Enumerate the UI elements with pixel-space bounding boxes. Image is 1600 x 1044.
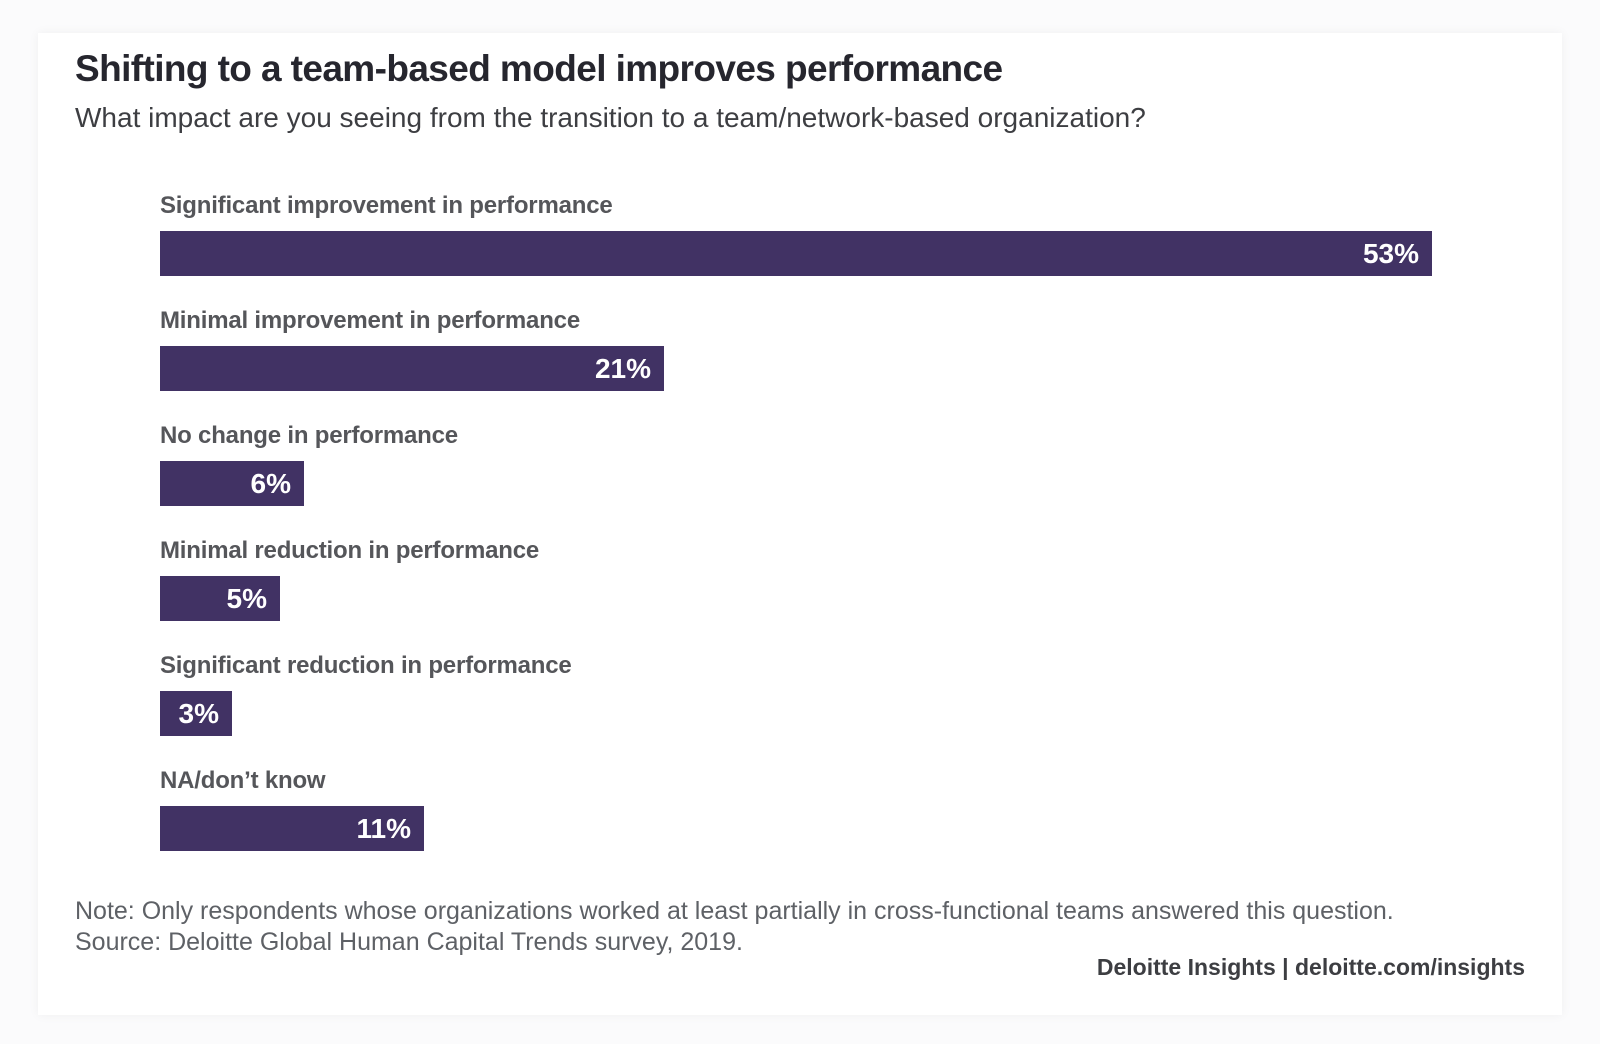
branding-text: Deloitte Insights | deloitte.com/insight… bbox=[1096, 954, 1525, 980]
chart-title: Shifting to a team-based model improves … bbox=[75, 48, 1003, 89]
bar: 5% bbox=[160, 576, 280, 621]
bar: 3% bbox=[160, 691, 232, 736]
bar-category-label: NA/don’t know bbox=[160, 767, 326, 794]
chart-subtitle: What impact are you seeing from the tran… bbox=[75, 102, 1146, 133]
note-text: Note: Only respondents whose organizatio… bbox=[75, 897, 1394, 925]
source-text: Source: Deloitte Global Human Capital Tr… bbox=[75, 928, 743, 956]
bar: 6% bbox=[160, 461, 304, 506]
bar-value-label: 53% bbox=[1362, 237, 1419, 269]
bar: 53% bbox=[160, 231, 1432, 276]
bar-value-label: 11% bbox=[356, 812, 412, 844]
bar-row: Significant reduction in performance 3% bbox=[160, 652, 1550, 736]
bar-chart: Significant improvement in performance 5… bbox=[160, 192, 1550, 882]
bar-category-label: Significant reduction in performance bbox=[160, 652, 572, 679]
bar-value-label: 6% bbox=[250, 467, 291, 499]
bar-row: Significant improvement in performance 5… bbox=[160, 192, 1550, 276]
bar-category-label: No change in performance bbox=[160, 422, 458, 449]
bar-row: Minimal reduction in performance 5% bbox=[160, 537, 1550, 621]
bar-row: Minimal improvement in performance 21% bbox=[160, 307, 1550, 391]
bar-category-label: Minimal reduction in performance bbox=[160, 537, 539, 564]
bar-category-label: Significant improvement in performance bbox=[160, 192, 613, 219]
bar-value-label: 3% bbox=[178, 697, 219, 729]
bar: 21% bbox=[160, 346, 664, 391]
bar: 11% bbox=[160, 806, 424, 851]
bar-row: NA/don’t know 11% bbox=[160, 767, 1550, 851]
bar-value-label: 21% bbox=[594, 352, 651, 384]
bar-value-label: 5% bbox=[226, 582, 267, 614]
bar-category-label: Minimal improvement in performance bbox=[160, 307, 580, 334]
bar-row: No change in performance 6% bbox=[160, 422, 1550, 506]
figure-card bbox=[38, 33, 1562, 1015]
